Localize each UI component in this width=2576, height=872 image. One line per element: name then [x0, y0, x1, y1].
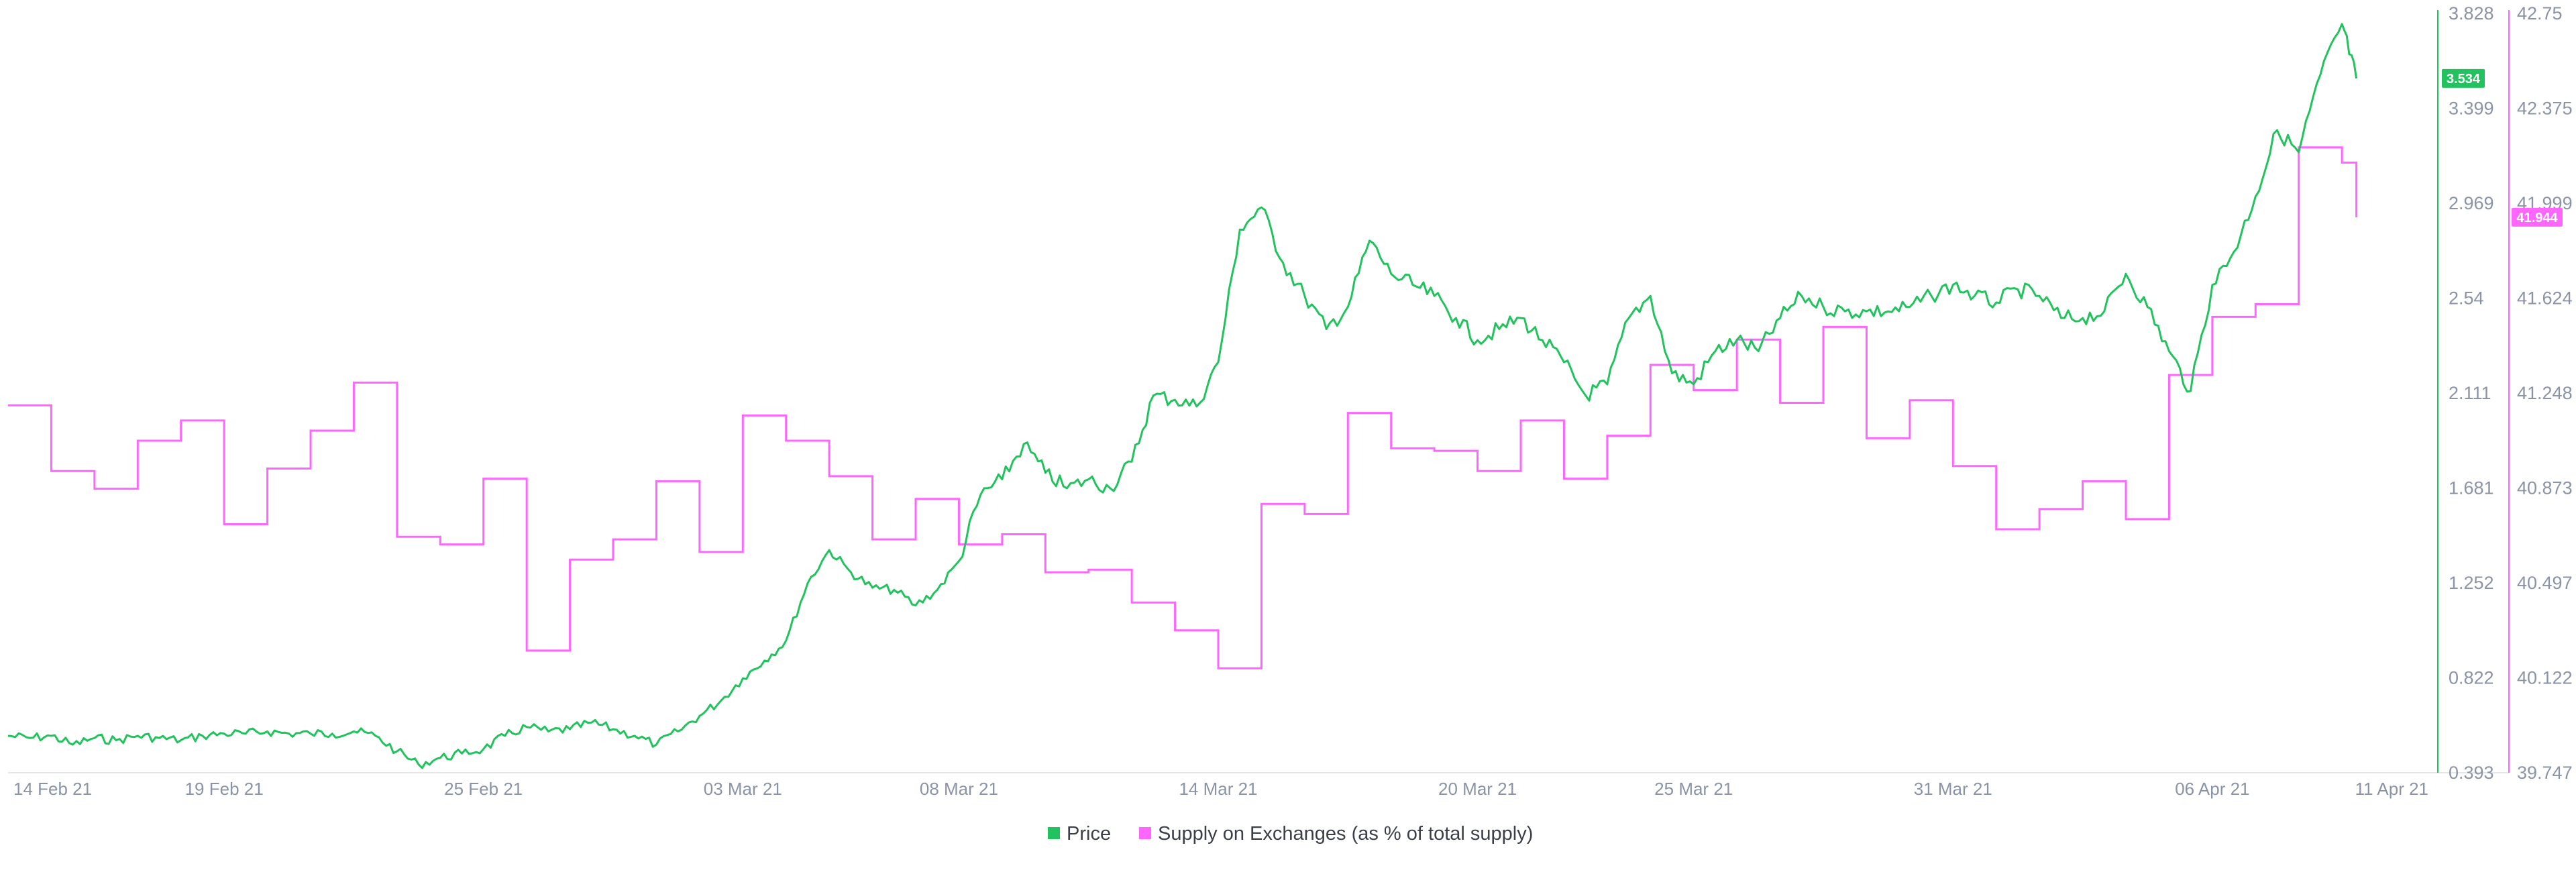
x-tick-label: 25 Feb 21 — [444, 779, 523, 799]
price-current-value: 3.534 — [2447, 72, 2481, 87]
y-right-tick-label: 42.75 — [2517, 3, 2563, 23]
y-right-tick-label: 40.122 — [2517, 668, 2573, 688]
x-tick-label: 19 Feb 21 — [185, 779, 264, 799]
x-axis-ticks: 14 Feb 21 19 Feb 21 25 Feb 21 03 Mar 21 08 M… — [13, 779, 2428, 799]
x-tick-label: 25 Mar 21 — [1654, 779, 1733, 799]
series-line-supply — [8, 146, 2358, 669]
y-right-tick-label: 40.873 — [2517, 478, 2573, 498]
x-tick-label: 08 Mar 21 — [920, 779, 998, 799]
y-axis-left-ticks: 3.828 3.399 2.969 2.54 2.111 1.681 1.252 0.822 0… — [2449, 3, 2494, 783]
y-axis-right-ticks: 42.7542.37541.99941.62441.24840.87340.49… — [2517, 3, 2573, 783]
legend-swatch — [1048, 827, 1060, 839]
y-left-tick-label: 2.111 — [2449, 383, 2491, 403]
y-left-tick-label: 1.681 — [2449, 478, 2494, 498]
legend-swatch — [1139, 827, 1151, 839]
y-left-tick-label: 1.252 — [2449, 573, 2494, 593]
y-right-tick-label: 41.624 — [2517, 288, 2573, 309]
supply-current-badge — [2512, 207, 2563, 227]
x-tick-label: 14 Mar 21 — [1179, 779, 1257, 799]
y-left-tick-label: 0.393 — [2449, 763, 2494, 783]
legend: Price Supply on Exchanges (as % of total … — [1048, 823, 1533, 844]
y-right-tick-label: 42.375 — [2517, 99, 2573, 119]
plot-area — [7, 23, 2358, 769]
price-current-badge — [2442, 68, 2485, 88]
x-tick-label: 03 Mar 21 — [704, 779, 782, 799]
legend-label[interactable]: Price — [1067, 823, 1111, 844]
current-value-badges: 3.534 41.944 — [2442, 68, 2563, 227]
y-right-tick-label: 40.497 — [2517, 573, 2573, 593]
x-tick-label: 06 Apr 21 — [2175, 779, 2249, 799]
series-line-price — [7, 23, 2358, 769]
y-right-tick-label: 41.248 — [2517, 383, 2573, 403]
supply-current-value: 41.944 — [2516, 211, 2558, 225]
x-tick-label: 14 Feb 21 — [13, 779, 92, 799]
y-right-tick-label: 39.747 — [2517, 763, 2573, 783]
y-left-tick-label: 0.822 — [2449, 668, 2494, 688]
y-left-tick-label: 3.828 — [2449, 3, 2494, 23]
y-left-tick-label: 2.54 — [2449, 288, 2484, 309]
y-left-tick-label: 2.969 — [2449, 193, 2494, 213]
y-left-tick-label: 3.399 — [2449, 99, 2494, 119]
x-tick-label: 31 Mar 21 — [1914, 779, 1992, 799]
x-tick-label: 20 Mar 21 — [1438, 779, 1517, 799]
legend-label[interactable]: Supply on Exchanges (as % of total suppl… — [1158, 823, 1533, 844]
x-tick-label: 11 Apr 21 — [2355, 779, 2428, 799]
